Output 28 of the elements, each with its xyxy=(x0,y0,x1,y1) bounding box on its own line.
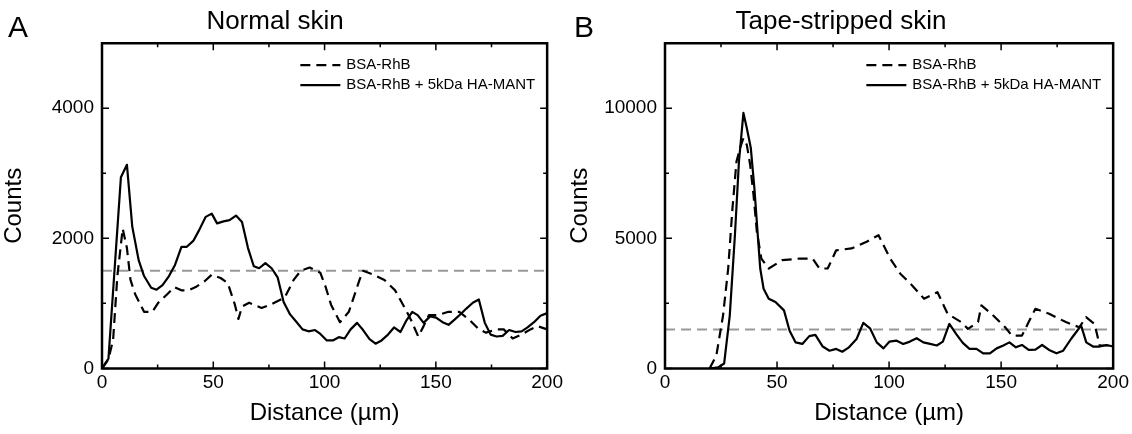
y-tick-label: 4000 xyxy=(51,96,94,118)
x-axis-title: Distance (µm) xyxy=(814,398,964,426)
text: A xyxy=(8,10,29,44)
text: B xyxy=(574,10,595,44)
x-tick-label: 100 xyxy=(308,371,341,393)
x-axis-title: Distance (µm) xyxy=(249,398,400,426)
x-tick-label: 0 xyxy=(96,371,108,393)
y-tick-label: 5000 xyxy=(614,226,657,248)
y-tick-label: 2000 xyxy=(51,226,94,248)
y-axis-title: Counts xyxy=(565,167,593,244)
x-tick-label: 100 xyxy=(873,371,905,393)
x-tick-label: 0 xyxy=(659,371,671,393)
y-tick-label: 10000 xyxy=(604,96,657,118)
legend-label: BSA-RhB xyxy=(346,55,411,73)
x-tick-label: 200 xyxy=(531,371,563,393)
x-tick-label: 50 xyxy=(766,371,788,393)
x-tick-label: 150 xyxy=(420,371,452,393)
chart-title: Tape-stripped skin xyxy=(735,4,947,35)
chart-title: Normal skin xyxy=(206,4,344,35)
x-tick-label: 50 xyxy=(202,371,224,393)
y-tick-label: 0 xyxy=(646,356,657,378)
y-axis-title: Counts xyxy=(0,167,27,244)
legend-label: BSA-RhB + 5kDa HA-MANT xyxy=(912,75,1102,93)
legend-label: BSA-RhB xyxy=(912,55,977,73)
x-tick-label: 200 xyxy=(1097,371,1129,393)
legend-label: BSA-RhB + 5kDa HA-MANT xyxy=(346,75,536,93)
y-tick-label: 0 xyxy=(83,356,94,378)
x-tick-label: 150 xyxy=(985,371,1017,393)
